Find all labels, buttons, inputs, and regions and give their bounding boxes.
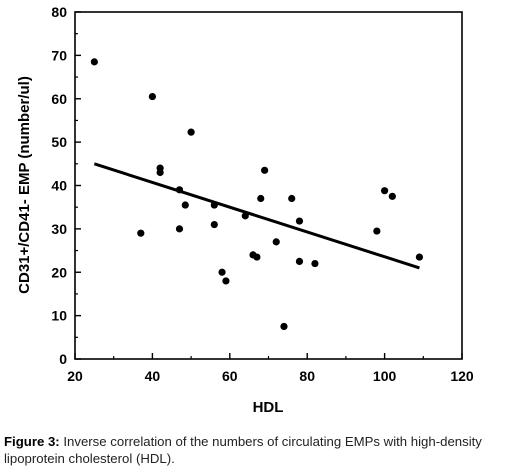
y-tick-label: 50 <box>51 134 67 150</box>
data-point <box>175 225 184 233</box>
data-point <box>295 217 304 225</box>
axis-ticks <box>74 11 463 360</box>
data-point <box>381 187 389 195</box>
y-tick-label: 80 <box>51 4 67 20</box>
data-point <box>90 58 98 66</box>
x-axis-title: HDL <box>253 399 284 416</box>
data-point <box>415 253 424 261</box>
data-point <box>257 194 265 203</box>
data-point <box>148 92 156 101</box>
data-point <box>175 186 184 194</box>
y-tick-label: 10 <box>51 308 67 324</box>
y-tick-label: 70 <box>51 47 67 63</box>
trend-line <box>93 162 420 270</box>
data-point <box>311 259 319 268</box>
data-point <box>388 192 396 200</box>
data-point <box>222 277 230 285</box>
data-point <box>187 128 195 136</box>
data-point <box>288 194 296 203</box>
data-point <box>210 220 218 229</box>
figure-caption-text: Inverse correlation of the numbers of ci… <box>4 434 482 466</box>
y-axis-title: CD31+/CD41- EMP (number/ul) <box>16 76 33 294</box>
data-point <box>156 168 164 177</box>
data-point <box>261 166 269 174</box>
axis-tick-labels: 20 40 60 80 100 120 0 10 20 30 40 50 60 70 80 <box>51 4 473 384</box>
x-tick-label: 40 <box>145 368 161 384</box>
figure-caption-label: Figure 3: <box>4 434 60 449</box>
plot-area-frame <box>74 11 463 360</box>
data-points <box>90 58 424 331</box>
x-tick-label: 100 <box>373 368 397 384</box>
data-point <box>241 212 249 220</box>
x-tick-label: 120 <box>450 368 474 384</box>
x-tick-label: 20 <box>67 368 83 384</box>
data-point <box>272 238 280 246</box>
x-tick-label: 60 <box>222 368 238 384</box>
data-point <box>210 201 218 209</box>
data-point <box>253 253 261 261</box>
data-point <box>181 201 189 209</box>
figure-caption: Figure 3: Inverse correlation of the num… <box>4 433 519 467</box>
y-tick-label: 60 <box>51 91 67 107</box>
y-tick-label: 30 <box>51 221 67 237</box>
y-tick-label: 0 <box>59 351 67 367</box>
x-tick-label: 80 <box>299 368 315 384</box>
scatter-chart: 20 40 60 80 100 120 0 10 20 30 40 50 60 70 80 HDL CD31… <box>16 4 474 416</box>
data-point <box>373 227 381 235</box>
data-point <box>280 322 288 331</box>
y-tick-label: 20 <box>51 264 67 280</box>
y-tick-label: 40 <box>51 178 67 194</box>
data-point <box>137 229 145 237</box>
data-point <box>218 268 226 276</box>
data-point <box>295 257 304 266</box>
